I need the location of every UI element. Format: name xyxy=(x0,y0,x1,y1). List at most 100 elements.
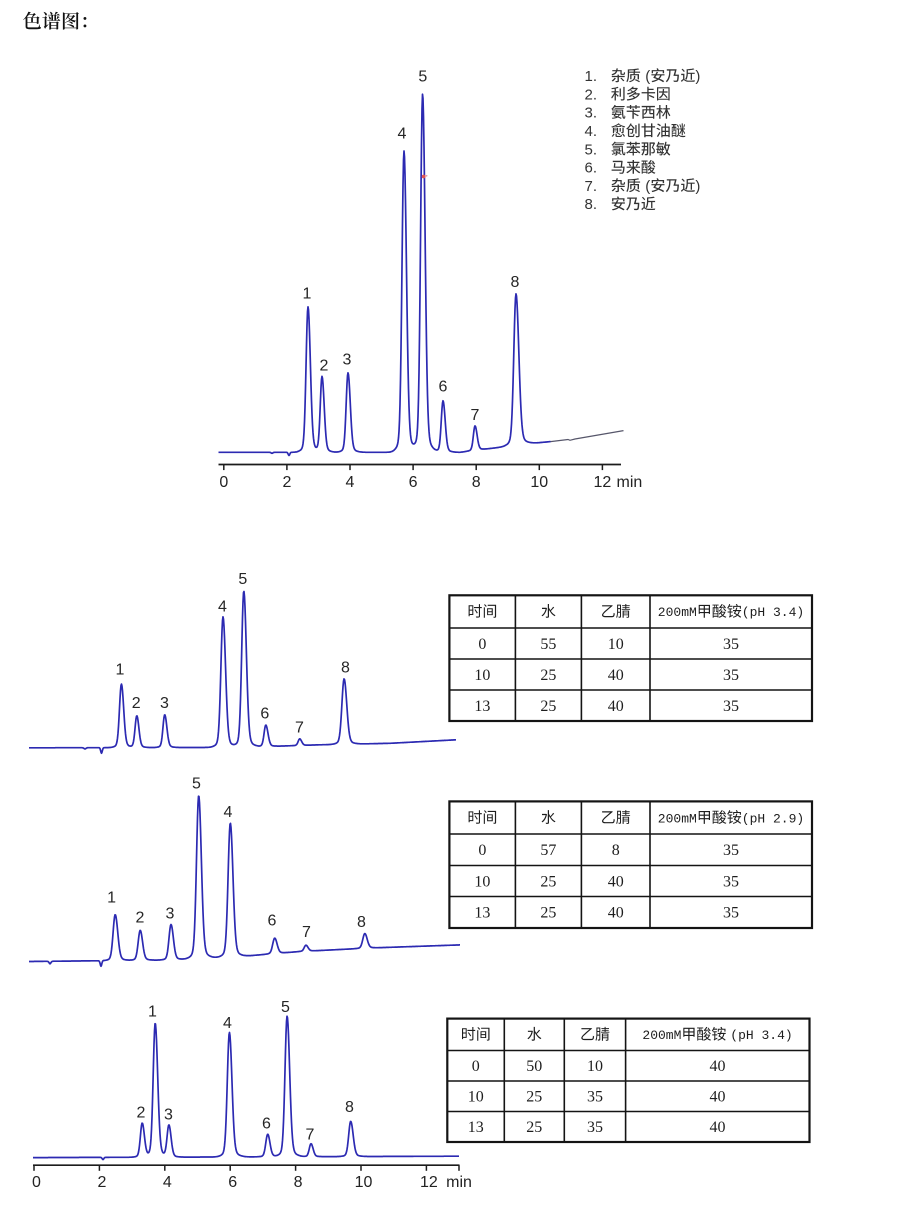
svg-text:3: 3 xyxy=(166,906,175,923)
svg-text:2: 2 xyxy=(137,1105,146,1122)
svg-text:0: 0 xyxy=(472,1058,480,1075)
svg-text:35: 35 xyxy=(723,873,739,890)
svg-text:2: 2 xyxy=(132,695,141,712)
svg-text:7: 7 xyxy=(306,1127,315,1144)
svg-text:7.: 7. xyxy=(585,178,598,195)
svg-text:10: 10 xyxy=(587,1058,603,1075)
svg-text:3: 3 xyxy=(343,352,352,369)
svg-text:10: 10 xyxy=(474,667,490,684)
svg-text:25: 25 xyxy=(540,698,556,715)
svg-text:12: 12 xyxy=(420,1174,438,1191)
svg-text:7: 7 xyxy=(471,407,480,424)
svg-text:(pH 2.9): (pH 2.9) xyxy=(742,811,804,826)
svg-text:): ) xyxy=(695,68,700,85)
svg-text:0: 0 xyxy=(219,474,228,491)
svg-text:5: 5 xyxy=(281,999,290,1016)
svg-text:50: 50 xyxy=(526,1058,542,1075)
svg-text:35: 35 xyxy=(723,842,739,859)
svg-text:8: 8 xyxy=(357,914,366,931)
svg-text:1: 1 xyxy=(148,1004,157,1021)
svg-text:8: 8 xyxy=(294,1174,303,1191)
svg-text:8: 8 xyxy=(341,660,350,677)
svg-text:6: 6 xyxy=(268,913,277,930)
svg-text:10: 10 xyxy=(608,636,624,653)
svg-text:5: 5 xyxy=(192,776,201,793)
svg-text:4: 4 xyxy=(346,474,355,491)
svg-text:4: 4 xyxy=(163,1174,172,1191)
svg-text:40: 40 xyxy=(710,1058,726,1075)
svg-text:40: 40 xyxy=(608,667,624,684)
svg-text:35: 35 xyxy=(723,667,739,684)
svg-text:1: 1 xyxy=(107,890,116,907)
svg-text:35: 35 xyxy=(587,1089,603,1106)
svg-text:35: 35 xyxy=(723,905,739,922)
svg-text:25: 25 xyxy=(540,905,556,922)
svg-text:40: 40 xyxy=(608,905,624,922)
svg-text:40: 40 xyxy=(608,873,624,890)
svg-text:10: 10 xyxy=(468,1089,484,1106)
svg-text:4: 4 xyxy=(398,126,407,143)
svg-text:2: 2 xyxy=(320,358,329,375)
svg-text:35: 35 xyxy=(723,636,739,653)
svg-text:13: 13 xyxy=(468,1119,484,1136)
svg-text:(: ( xyxy=(645,178,650,195)
svg-text:8: 8 xyxy=(511,274,520,291)
svg-text:7: 7 xyxy=(295,720,304,737)
svg-text:3: 3 xyxy=(160,695,169,712)
svg-text:2.: 2. xyxy=(585,86,598,103)
svg-text:min: min xyxy=(446,1174,472,1191)
svg-text:5.: 5. xyxy=(585,141,598,158)
svg-text:13: 13 xyxy=(474,905,490,922)
svg-text:200mM: 200mM xyxy=(642,1028,681,1043)
svg-text:(pH 3.4): (pH 3.4) xyxy=(730,1028,792,1043)
svg-text:6: 6 xyxy=(409,474,418,491)
svg-text:): ) xyxy=(695,178,700,195)
svg-text:7: 7 xyxy=(302,924,311,941)
svg-text:0: 0 xyxy=(478,636,486,653)
svg-text:55: 55 xyxy=(540,636,556,653)
svg-text:6: 6 xyxy=(439,379,448,396)
svg-text:3: 3 xyxy=(164,1107,173,1124)
svg-text:40: 40 xyxy=(710,1119,726,1136)
svg-text:40: 40 xyxy=(710,1089,726,1106)
svg-text:4.: 4. xyxy=(585,123,598,140)
svg-text:6.: 6. xyxy=(585,160,598,177)
svg-text:1: 1 xyxy=(303,286,312,303)
svg-text:25: 25 xyxy=(526,1089,542,1106)
svg-text:2: 2 xyxy=(282,474,291,491)
svg-text:200mM: 200mM xyxy=(658,811,697,826)
svg-text:8: 8 xyxy=(345,1099,354,1116)
svg-text:12: 12 xyxy=(594,474,612,491)
svg-text:35: 35 xyxy=(587,1119,603,1136)
svg-text:10: 10 xyxy=(474,873,490,890)
svg-text:4: 4 xyxy=(224,804,233,821)
svg-text:8: 8 xyxy=(612,842,620,859)
svg-text:5: 5 xyxy=(418,69,427,86)
svg-text:25: 25 xyxy=(540,873,556,890)
svg-text:40: 40 xyxy=(608,698,624,715)
svg-text:0: 0 xyxy=(478,842,486,859)
svg-text:3.: 3. xyxy=(585,105,598,122)
svg-text:2: 2 xyxy=(97,1174,106,1191)
svg-text:6: 6 xyxy=(260,706,269,723)
svg-text:8: 8 xyxy=(472,474,481,491)
svg-text:57: 57 xyxy=(540,842,556,859)
svg-text:13: 13 xyxy=(474,698,490,715)
svg-text:4: 4 xyxy=(223,1015,232,1032)
svg-text:25: 25 xyxy=(526,1119,542,1136)
svg-text:6: 6 xyxy=(228,1174,237,1191)
svg-text:8.: 8. xyxy=(585,196,598,213)
svg-text:5: 5 xyxy=(238,571,247,588)
svg-text:2: 2 xyxy=(136,910,145,927)
svg-text:200mM: 200mM xyxy=(658,605,697,620)
svg-text:25: 25 xyxy=(540,667,556,684)
svg-text:min: min xyxy=(617,474,643,491)
svg-text:(: ( xyxy=(645,68,650,85)
svg-text:10: 10 xyxy=(355,1174,373,1191)
svg-text:1.: 1. xyxy=(585,68,598,85)
svg-text:(pH 3.4): (pH 3.4) xyxy=(742,605,804,620)
svg-text:10: 10 xyxy=(530,474,548,491)
svg-text:6: 6 xyxy=(262,1116,271,1133)
svg-text:4: 4 xyxy=(218,599,227,616)
svg-text:1: 1 xyxy=(116,662,125,679)
